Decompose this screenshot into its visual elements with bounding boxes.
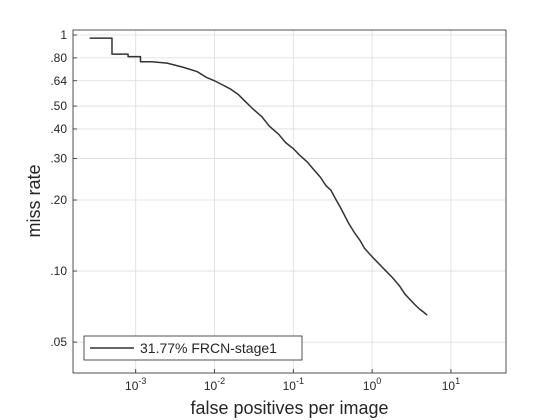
x-tick-label: 100 bbox=[363, 376, 381, 393]
legend: 31.77% FRCN-stage1 bbox=[83, 335, 303, 361]
y-tick-label: .80 bbox=[50, 51, 67, 65]
plot-area bbox=[73, 30, 506, 373]
x-tick-label: 10-3 bbox=[125, 376, 146, 393]
legend-label: 31.77% FRCN-stage1 bbox=[140, 340, 277, 356]
x-tick-label: 10-1 bbox=[283, 376, 304, 393]
x-tick-label: 101 bbox=[442, 376, 460, 393]
y-tick-label: 1 bbox=[60, 28, 67, 42]
y-axis-title: miss rate bbox=[24, 164, 44, 237]
series-line bbox=[89, 37, 428, 316]
x-axis-title: false positives per image bbox=[190, 398, 388, 418]
x-tick-label: 10-2 bbox=[204, 376, 225, 393]
y-tick-label: .50 bbox=[50, 99, 67, 113]
axes-box bbox=[72, 29, 507, 374]
axis-ticks: 10-3 10-2 10-1 100 101 1 .80 .64 .50 .40 .30 .20 .10… bbox=[50, 28, 460, 393]
y-tick-label: .05 bbox=[50, 335, 67, 349]
y-tick-label: .64 bbox=[50, 74, 67, 88]
y-tick-label: .20 bbox=[50, 193, 67, 207]
y-tick-label: .10 bbox=[50, 264, 67, 278]
y-tick-label: .40 bbox=[50, 122, 67, 136]
y-tick-label: .30 bbox=[50, 151, 67, 165]
series-layer bbox=[89, 37, 428, 316]
